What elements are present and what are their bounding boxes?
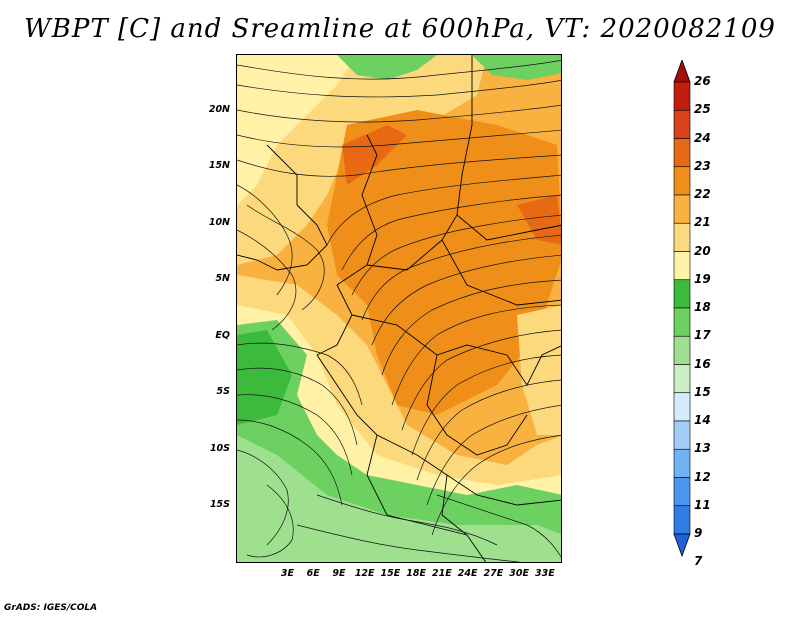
colorbar-segment [673,477,691,507]
chart-title: WBPT [C] and Sreamline at 600hPa, VT: 20… [24,14,776,44]
colorbar-label: 11 [694,497,711,512]
colorbar-label: 17 [694,328,711,343]
y-tick-label: 10S [209,442,230,454]
colorbar-segment [673,392,691,422]
wbpt-shading-18-ocean [237,330,292,425]
y-tick-label: 10N [208,216,230,228]
colorbar-label: 15 [694,384,711,399]
colorbar-segment [673,81,691,111]
x-tick-label: 27E [483,568,504,579]
colorbar-label: 9 [694,526,703,540]
colorbar-label: 18 [694,300,711,314]
wbpt-shading-20-east [517,305,561,435]
colorbar-segment [673,138,691,168]
wbpt-shading-23-north [342,125,407,185]
x-tick-label: 15E [380,568,401,579]
x-tick-label: 21E [432,568,452,579]
colorbar-segment [673,364,691,394]
y-tick-label: EQ [215,329,230,341]
colorbar-label: 13 [694,441,711,456]
grads-credit: GrADS: IGES/COLA [4,603,98,613]
colorbar-segment [673,307,691,337]
colorbar-label: 21 [694,215,711,230]
colorbar-label: 24 [694,130,711,145]
y-tick-label: 15S [209,499,230,511]
x-tick-label: 12E [354,568,375,579]
colorbar-segment [673,194,691,224]
colorbar-label: 12 [694,469,711,484]
country-borders [237,55,561,562]
x-tick-label: 18E [406,568,427,579]
colorbar-bottom-triangle [673,533,691,558]
colorbar-segment [673,505,691,535]
y-tick-label: 5S [216,386,230,398]
colorbar-label: 23 [694,158,711,173]
x-tick-label: 6E [306,568,320,579]
colorbar-segment [673,166,691,196]
wbpt-shading-18-northeast [472,55,561,80]
colorbar-segment [673,420,691,450]
map-canvas [237,55,561,562]
x-tick-label: 33E [534,568,555,579]
x-tick-label: 3E [280,568,295,579]
streamlines [237,60,561,562]
colorbar-segment [673,222,691,252]
colorbar-segment [673,448,691,478]
wbpt-shading-19-northwest [237,55,357,205]
wbpt-shading-22-core [327,110,561,415]
y-tick-label: 15N [208,160,230,172]
colorbar [673,60,691,558]
x-tick-label: 9E [332,568,346,579]
y-tick-label: 5N [215,273,230,285]
colorbar-label: 16 [694,356,711,371]
colorbar-segment [673,279,691,309]
colorbar-top-triangle [673,60,691,83]
colorbar-label: 20 [694,243,711,258]
colorbar-label: 25 [694,102,711,117]
map-panel [236,54,562,563]
colorbar-label: 22 [694,187,711,201]
colorbar-label: 19 [694,271,711,286]
colorbar-segment [673,109,691,139]
colorbar-segment [673,251,691,281]
x-tick-label: 24E [457,568,478,579]
y-tick-label: 20N [208,103,230,115]
colorbar-segment [673,335,691,365]
wbpt-shading-18-north [337,55,437,80]
colorbar-label: 7 [694,554,703,569]
x-tick-label: 30E [509,568,529,579]
wbpt-shading-23-east [517,195,561,245]
colorbar-label: 26 [694,74,711,88]
colorbar-label: 14 [694,413,711,427]
